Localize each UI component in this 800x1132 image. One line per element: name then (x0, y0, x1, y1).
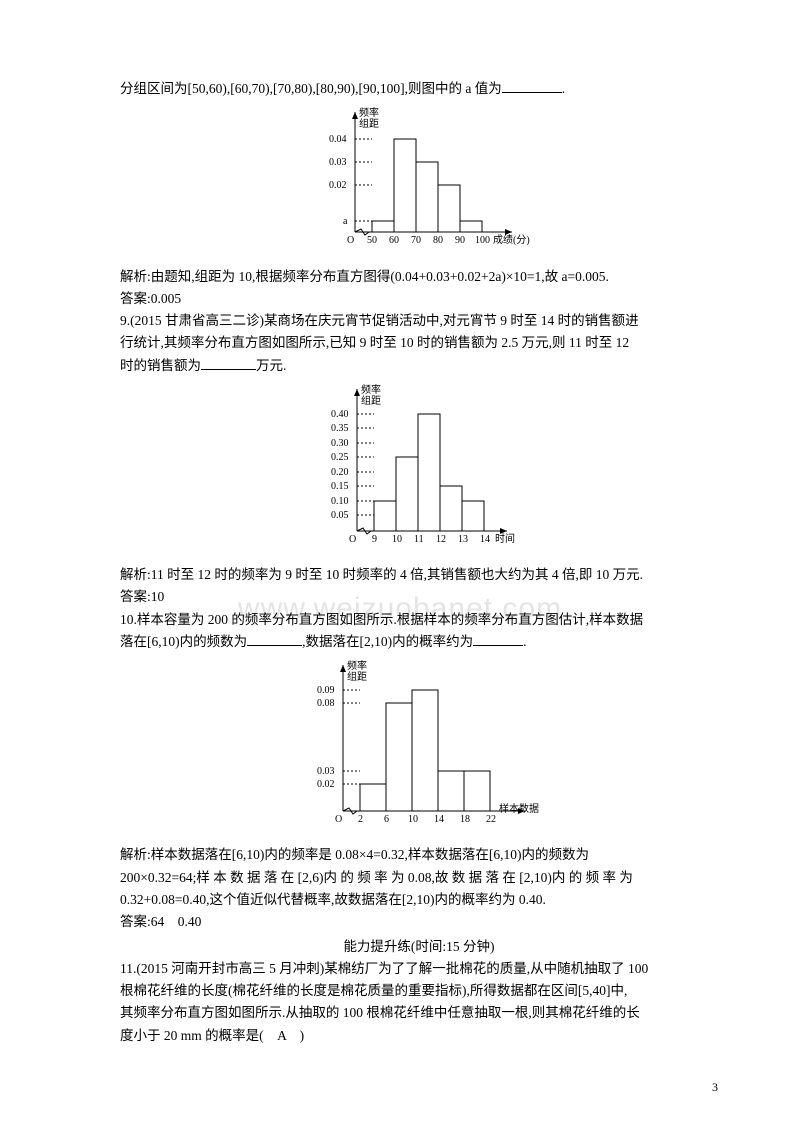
intro-text: 分组区间为[50,60),[60,70),[70,80),[80,90),[90… (120, 81, 502, 96)
svg-text:频率: 频率 (359, 106, 379, 119)
svg-text:50: 50 (367, 235, 377, 246)
q10-mid: ,数据落在[2,10)内的概率约为 (302, 634, 473, 649)
svg-text:9: 9 (372, 534, 377, 545)
blank-q10a (247, 632, 302, 646)
chart-2: 频率 组距 0.40 0.35 0.30 0.25 0.20 0.15 0.10… (120, 381, 718, 560)
svg-text:0.05: 0.05 (331, 510, 349, 521)
q10-sol-2: 200×0.32=64;样 本 数 据 落 在 [2,6)内 的 频 率 为 0… (120, 867, 718, 889)
svg-text:0.09: 0.09 (317, 685, 335, 696)
q11-line4: 度小于 20 mm 的概率是( A ) (120, 1025, 718, 1047)
svg-text:60: 60 (389, 235, 399, 246)
svg-text:12: 12 (436, 534, 446, 545)
svg-text:0.02: 0.02 (329, 180, 347, 191)
q9-pre: 时的销售额为 (120, 358, 201, 373)
q9-answer: 答案:10 (120, 586, 718, 608)
svg-text:0.25: 0.25 (331, 452, 349, 463)
svg-text:0.08: 0.08 (317, 698, 335, 709)
svg-text:O: O (349, 534, 356, 545)
svg-text:频率: 频率 (361, 383, 381, 396)
q10-pre: 落在[6,10)内的频数为 (120, 634, 247, 649)
intro-line: 分组区间为[50,60),[60,70),[70,80),[80,90),[90… (120, 78, 718, 100)
svg-text:组距: 组距 (359, 117, 379, 130)
svg-text:6: 6 (384, 814, 389, 825)
svg-text:样本数据: 样本数据 (499, 802, 539, 815)
svg-text:组距: 组距 (361, 394, 381, 407)
q9-line2: 行统计,其频率分布直方图如图所示,已知 9 时至 10 时的销售额为 2.5 万… (120, 332, 718, 354)
q10-sol-1: 解析:样本数据落在[6,10)内的频率是 0.08×4=0.32,样本数据落在[… (120, 844, 718, 866)
q11-line2: 根棉花纤维的长度(棉花纤维的长度是棉花质量的重要指标),所得数据都在区间[5,4… (120, 980, 718, 1002)
svg-text:10: 10 (408, 814, 418, 825)
section-title: 能力提升练(时间:15 分钟) (120, 936, 718, 958)
svg-text:O: O (335, 814, 342, 825)
q10-post: . (523, 634, 526, 649)
svg-text:0.35: 0.35 (331, 423, 349, 434)
svg-text:0.10: 0.10 (331, 496, 349, 507)
q8-solution-1: 解析:由题知,组距为 10,根据频率分布直方图得(0.04+0.03+0.02+… (120, 266, 718, 288)
svg-text:0.15: 0.15 (331, 481, 349, 492)
svg-text:频率: 频率 (347, 659, 367, 672)
svg-text:成绩(分): 成绩(分) (493, 233, 530, 246)
blank-a (502, 80, 562, 94)
q10-line1: 10.样本容量为 200 的频率分布直方图如图所示.根据样本的频率分布直方图估计… (120, 609, 718, 631)
q9-solution: 解析:11 时至 12 时的频率为 9 时至 10 时频率的 4 倍,其销售额也… (120, 564, 718, 586)
svg-text:2: 2 (358, 814, 363, 825)
q9-post: 万元. (256, 358, 286, 373)
page-content: 分组区间为[50,60),[60,70),[70,80),[80,90),[90… (120, 78, 718, 1047)
chart-1: 频率 组距 0.04 0.03 0.02 a 50 60 70 80 90 10… (120, 104, 718, 261)
q10-line2: 落在[6,10)内的频数为 ,数据落在[2,10)内的概率约为. (120, 631, 718, 653)
svg-text:90: 90 (455, 235, 465, 246)
svg-text:14: 14 (480, 534, 490, 545)
svg-text:0.02: 0.02 (317, 779, 335, 790)
svg-text:0.04: 0.04 (329, 134, 347, 145)
svg-text:O: O (347, 235, 354, 246)
svg-text:0.03: 0.03 (317, 766, 335, 777)
svg-text:0.40: 0.40 (331, 409, 349, 420)
svg-text:组距: 组距 (347, 670, 367, 683)
blank-q9 (201, 356, 256, 370)
q8-answer: 答案:0.005 (120, 288, 718, 310)
svg-text:10: 10 (392, 534, 402, 545)
q9-line1: 9.(2015 甘肃省高三二诊)某商场在庆元宵节促销活动中,对元宵节 9 时至 … (120, 310, 718, 332)
svg-text:0.03: 0.03 (329, 157, 347, 168)
intro-end: . (562, 81, 565, 96)
q11-line3: 其频率分布直方图如图所示.从抽取的 100 根棉花纤维中任意抽取一根,则其棉花纤… (120, 1002, 718, 1024)
page-number: 3 (712, 1078, 718, 1098)
svg-text:22: 22 (486, 814, 496, 825)
svg-text:0.20: 0.20 (331, 467, 349, 478)
svg-text:13: 13 (458, 534, 468, 545)
q10-answer: 答案:64 0.40 (120, 911, 718, 933)
chart-3: 频率 组距 0.09 0.08 0.03 0.02 2 6 10 14 18 2… (120, 657, 718, 840)
q11-line1: 11.(2015 河南开封市高三 5 月冲刺)某棉纺厂为了了解一批棉花的质量,从… (120, 958, 718, 980)
svg-text:14: 14 (434, 814, 444, 825)
svg-text:0.30: 0.30 (331, 438, 349, 449)
blank-q10b (473, 632, 523, 646)
svg-text:80: 80 (433, 235, 443, 246)
svg-text:11: 11 (414, 534, 424, 545)
svg-text:18: 18 (460, 814, 470, 825)
q10-sol-3: 0.32+0.08=0.40,这个值近似代替概率,故数据落在[2,10)内的概率… (120, 889, 718, 911)
svg-text:时间: 时间 (495, 532, 515, 545)
svg-text:70: 70 (411, 235, 421, 246)
q9-line3: 时的销售额为 万元. (120, 355, 718, 377)
svg-text:100: 100 (475, 235, 490, 246)
svg-text:a: a (343, 216, 348, 227)
